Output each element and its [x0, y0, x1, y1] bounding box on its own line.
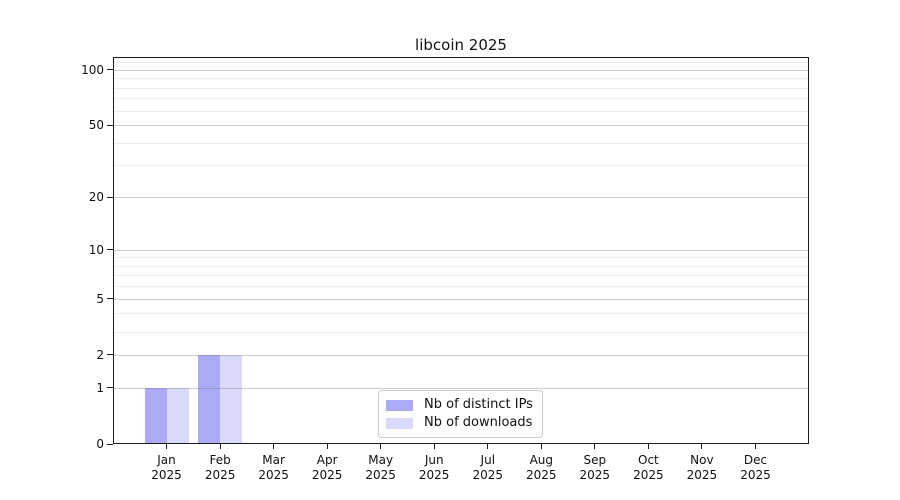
- x-tick-month: Feb: [209, 453, 231, 467]
- x-tick-label: Mar 2025: [247, 453, 301, 483]
- x-tick-month: Dec: [743, 453, 768, 467]
- legend-entry: Nb of downloads: [386, 415, 533, 431]
- major-gridline: [113, 197, 809, 198]
- x-tick-mark: [433, 444, 435, 449]
- legend-swatch: [386, 399, 413, 411]
- x-tick-mark: [326, 444, 328, 449]
- legend-swatch: [386, 417, 413, 429]
- y-tick-mark: [107, 249, 113, 250]
- x-tick-mark: [594, 444, 596, 449]
- x-tick-month: Sep: [583, 453, 607, 467]
- minor-gridline: [113, 275, 809, 277]
- minor-gridline: [113, 62, 809, 63]
- x-tick-year: 2025: [204, 468, 236, 482]
- legend-entry: Nb of distinct IPs: [386, 397, 533, 413]
- legend-label: Nb of distinct IPs: [424, 397, 533, 412]
- x-tick-mark: [540, 444, 542, 449]
- x-tick-year: 2025: [472, 468, 504, 482]
- minor-gridline: [113, 265, 809, 267]
- x-tick-label: Jun 2025: [407, 453, 461, 483]
- y-tick-label: 10: [88, 242, 104, 257]
- x-tick-mark: [701, 444, 703, 449]
- y-tick-label: 100: [81, 62, 104, 77]
- x-tick-month: Nov: [690, 453, 714, 467]
- x-tick-mark: [219, 444, 221, 449]
- x-tick-mark: [755, 444, 756, 449]
- x-tick-label: Aug 2025: [514, 453, 568, 483]
- y-tick-label: 20: [88, 190, 104, 204]
- chart-title: libcoin 2025: [415, 36, 507, 54]
- y-tick-label: 50: [88, 118, 104, 132]
- legend-label: Nb of downloads: [424, 415, 533, 430]
- minor-gridline: [113, 257, 809, 259]
- x-tick-year: 2025: [258, 468, 289, 482]
- x-tick-year: 2025: [151, 468, 182, 482]
- y-tick-mark: [107, 387, 113, 389]
- minor-gridline: [113, 313, 809, 315]
- x-tick-year: 2025: [740, 468, 771, 482]
- x-tick-month: Jun: [424, 453, 444, 467]
- bar: [198, 354, 221, 444]
- y-tick-label: 1: [96, 380, 104, 395]
- minor-gridline: [113, 78, 809, 80]
- x-tick-year: 2025: [311, 468, 343, 482]
- major-gridline: [113, 249, 809, 251]
- x-tick-label: May 2025: [354, 453, 408, 483]
- x-tick-label: Feb 2025: [193, 453, 247, 483]
- y-tick-label: 2: [96, 347, 104, 362]
- minor-gridline: [113, 286, 809, 288]
- x-tick-month: Jul: [480, 453, 496, 467]
- y-tick-mark: [107, 354, 113, 356]
- y-tick-mark: [107, 69, 113, 71]
- major-gridline: [113, 69, 809, 71]
- major-gridline: [113, 298, 809, 300]
- y-tick-mark: [107, 124, 113, 126]
- minor-gridline: [113, 331, 809, 333]
- x-tick-month: May: [368, 453, 394, 467]
- x-tick-mark: [487, 444, 489, 449]
- y-tick-mark: [107, 298, 113, 300]
- x-tick-year: 2025: [365, 468, 396, 482]
- x-tick-month: Aug: [529, 453, 554, 467]
- y-tick-label: 5: [96, 291, 104, 306]
- x-tick-month: Jan: [157, 453, 176, 467]
- minor-gridline: [113, 142, 809, 144]
- major-gridline: [113, 387, 809, 389]
- minor-gridline: [113, 165, 809, 167]
- x-tick-month: Oct: [638, 453, 659, 467]
- bar: [144, 387, 167, 444]
- x-tick-mark: [273, 444, 275, 449]
- major-gridline: [113, 354, 809, 356]
- major-gridline: [113, 125, 809, 126]
- minor-gridline: [113, 87, 809, 89]
- x-tick-label: Jan 2025: [140, 453, 194, 483]
- x-tick-year: 2025: [418, 468, 450, 482]
- x-tick-year: 2025: [526, 468, 557, 482]
- x-tick-month: Apr: [316, 453, 338, 467]
- x-tick-mark: [166, 444, 167, 449]
- x-tick-year: 2025: [633, 468, 664, 482]
- x-tick-label: Apr 2025: [300, 453, 354, 483]
- x-tick-year: 2025: [686, 468, 718, 482]
- plot-area: Nb of distinct IPs Nb of downloads: [113, 57, 809, 444]
- x-tick-mark: [380, 444, 382, 449]
- legend: Nb of distinct IPs Nb of downloads: [378, 390, 543, 438]
- x-tick-label: Jul 2025: [461, 453, 515, 483]
- x-tick-label: Nov 2025: [675, 453, 729, 483]
- bar: [166, 387, 189, 444]
- y-tick-mark: [107, 196, 113, 198]
- x-tick-label: Dec 2025: [729, 453, 783, 483]
- x-tick-mark: [647, 444, 649, 449]
- y-tick-mark: [107, 443, 113, 445]
- x-tick-label: Oct 2025: [621, 453, 675, 483]
- x-tick-year: 2025: [579, 468, 611, 482]
- bar: [220, 354, 243, 444]
- minor-gridline: [113, 110, 809, 112]
- y-tick-label: 0: [96, 437, 104, 451]
- x-tick-label: Sep 2025: [568, 453, 622, 483]
- x-tick-month: Mar: [262, 453, 285, 467]
- minor-gridline: [113, 98, 809, 100]
